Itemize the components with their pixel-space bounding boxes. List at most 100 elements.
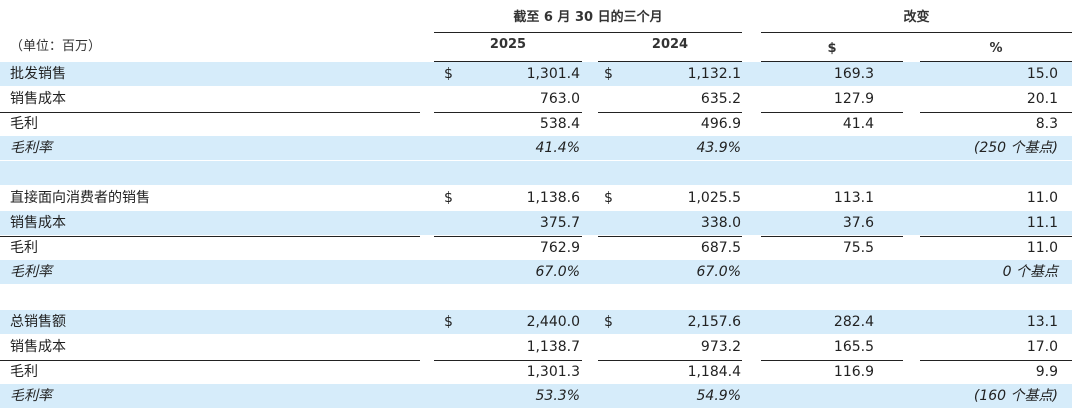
col-dollar-header: $	[827, 41, 837, 56]
row-label: 毛利	[10, 240, 38, 256]
value-2024: 973.2	[700, 339, 741, 355]
change-percent: 11.0	[1026, 190, 1058, 206]
change-percent: 8.3	[1035, 116, 1058, 132]
value-2025: 1,301.3	[526, 364, 580, 380]
value-2024: 1,025.5	[687, 190, 741, 206]
change-percent: 11.1	[1026, 215, 1058, 231]
change-percent: 0 个基点	[1002, 264, 1058, 280]
value-2024: 67.0%	[696, 264, 741, 280]
value-2025: 1,138.6	[526, 190, 580, 206]
currency-symbol: $	[444, 314, 453, 330]
value-2025: 1,138.7	[526, 339, 580, 355]
change-dollar: 41.4	[842, 116, 874, 132]
col-2025-subtotal-rule	[434, 236, 582, 237]
value-2024: 54.9%	[696, 388, 741, 404]
col-2025-rule	[434, 61, 582, 62]
value-2024: 496.9	[700, 116, 741, 132]
row-label: 销售成本	[10, 215, 66, 231]
table-spacer-row	[0, 161, 1072, 185]
value-2025: 1,301.4	[526, 66, 580, 82]
table-row: 毛利率 53.3% 54.9% (160 个基点)	[0, 384, 1072, 408]
col-percent-rule	[920, 61, 1072, 62]
value-2024: 338.0	[700, 215, 741, 231]
change-dollar: 127.9	[833, 91, 874, 107]
value-2025: 538.4	[539, 116, 580, 132]
col-2025-subtotal-rule	[434, 112, 582, 113]
col-2024-subtotal-rule	[598, 360, 742, 361]
value-2024: 43.9%	[696, 140, 741, 156]
table-spacer-row	[0, 285, 1072, 309]
value-2025: 762.9	[539, 240, 580, 256]
change-percent: 15.0	[1026, 66, 1058, 82]
currency-symbol: $	[604, 314, 613, 330]
change-header: 改变	[903, 10, 930, 25]
row-label: 毛利率	[10, 140, 52, 156]
period-header: 截至 6 月 30 日的三个月	[513, 10, 663, 25]
col-percent-subtotal-rule	[920, 112, 1072, 113]
table-row: 直接面向消费者的销售 $1,138.6 $1,025.5 113.1 11.0	[0, 186, 1072, 210]
change-percent: (160 个基点)	[973, 388, 1058, 404]
table-row: 毛利 762.9 687.5 75.5 11.0	[0, 236, 1072, 260]
value-2024: 1,184.4	[687, 364, 741, 380]
col-2025-subtotal-rule	[434, 360, 582, 361]
period-header-rule	[434, 32, 742, 33]
change-dollar: 169.3	[833, 66, 874, 82]
table-row: 销售成本 763.0 635.2 127.9 20.1	[0, 87, 1072, 111]
table-row: 批发销售 $1,301.4 $1,132.1 169.3 15.0	[0, 62, 1072, 86]
col-2024-header: 2024	[651, 37, 689, 52]
row-label: 毛利	[10, 364, 38, 380]
row-label: 直接面向消费者的销售	[10, 190, 150, 206]
col-percent-subtotal-rule	[920, 360, 1072, 361]
unit-label: （单位：百万）	[10, 39, 102, 54]
table-row: 毛利 1,301.3 1,184.4 116.9 9.9	[0, 360, 1072, 384]
table-row: 毛利率 41.4% 43.9% (250 个基点)	[0, 136, 1072, 160]
col-percent-header: %	[989, 41, 1003, 56]
value-2024: 687.5	[700, 240, 741, 256]
change-percent: 17.0	[1026, 339, 1058, 355]
row-label: 批发销售	[10, 66, 66, 82]
col-dollar-subtotal-rule	[761, 236, 903, 237]
row-label: 毛利率	[10, 388, 52, 404]
currency-symbol: $	[444, 190, 453, 206]
row-label: 毛利率	[10, 264, 52, 280]
table-row: 毛利率 67.0% 67.0% 0 个基点	[0, 260, 1072, 284]
currency-symbol: $	[604, 66, 613, 82]
currency-symbol: $	[444, 66, 453, 82]
value-2025: 67.0%	[535, 264, 580, 280]
label-rule	[0, 360, 420, 361]
table-row: 毛利 538.4 496.9 41.4 8.3	[0, 112, 1072, 136]
label-rule	[0, 236, 420, 237]
value-2025: 2,440.0	[526, 314, 580, 330]
change-dollar: 113.1	[833, 190, 874, 206]
col-2024-subtotal-rule	[598, 236, 742, 237]
value-2024: 1,132.1	[687, 66, 741, 82]
table-row: 销售成本 375.7 338.0 37.6 11.1	[0, 211, 1072, 235]
change-percent: 11.0	[1026, 240, 1058, 256]
table-row: 销售成本 1,138.7 973.2 165.5 17.0	[0, 335, 1072, 359]
value-2025: 41.4%	[535, 140, 580, 156]
row-label: 毛利	[10, 116, 38, 132]
row-label: 销售成本	[10, 339, 66, 355]
change-percent: 20.1	[1026, 91, 1058, 107]
row-label: 总销售额	[10, 314, 66, 330]
change-percent: 9.9	[1035, 364, 1058, 380]
change-header-rule	[761, 32, 1072, 33]
change-dollar: 116.9	[833, 364, 874, 380]
table-row: 总销售额 $2,440.0 $2,157.6 282.4 13.1	[0, 310, 1072, 334]
col-dollar-rule	[761, 61, 903, 62]
col-percent-subtotal-rule	[920, 236, 1072, 237]
label-rule	[0, 112, 420, 113]
col-2025-header: 2025	[489, 37, 527, 52]
value-2025: 53.3%	[535, 388, 580, 404]
change-dollar: 165.5	[833, 339, 874, 355]
value-2025: 375.7	[539, 215, 580, 231]
col-2024-rule	[598, 61, 742, 62]
change-dollar: 75.5	[842, 240, 874, 256]
col-dollar-subtotal-rule	[761, 112, 903, 113]
value-2024: 635.2	[700, 91, 741, 107]
col-2024-subtotal-rule	[598, 112, 742, 113]
change-dollar: 37.6	[842, 215, 874, 231]
change-dollar: 282.4	[833, 314, 874, 330]
change-percent: (250 个基点)	[973, 140, 1058, 156]
value-2024: 2,157.6	[687, 314, 741, 330]
